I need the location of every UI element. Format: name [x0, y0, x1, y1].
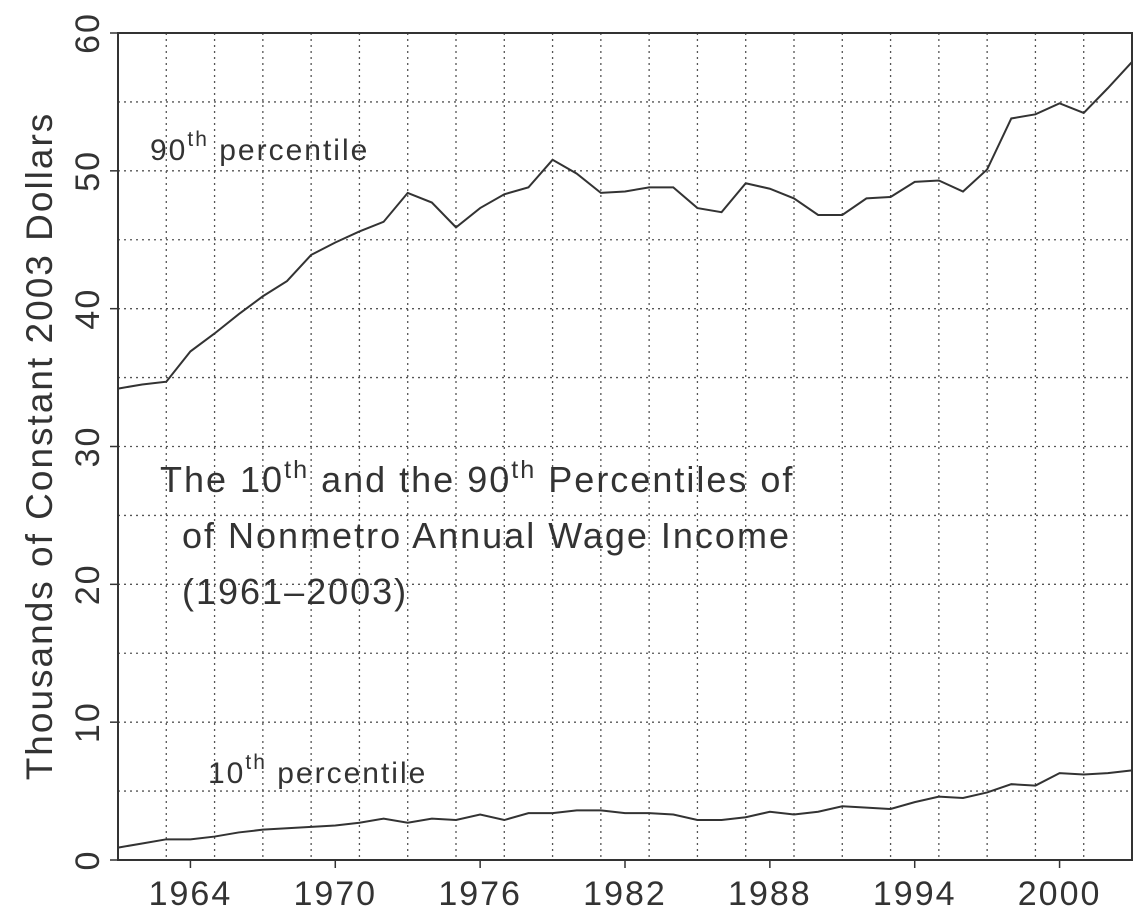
x-tick-label: 1964 [149, 875, 233, 913]
y-tick-label: 50 [69, 150, 107, 192]
line [117, 769, 1133, 849]
y-tick-label: 30 [69, 426, 107, 468]
x-tick-label: 1982 [583, 875, 667, 913]
x-tick-label: 1970 [293, 875, 377, 913]
y-tick-label: 10 [69, 701, 107, 743]
series-label: 10th percentile [208, 751, 427, 790]
chart-title: The 10th and the 90th Percentiles of [160, 456, 794, 500]
series-label-part: percentile [209, 134, 369, 167]
line [117, 61, 1133, 390]
x-tick-label: 1988 [728, 875, 812, 913]
x-tick-label: 1994 [873, 875, 957, 913]
chart-title-part: Percentiles of [536, 459, 794, 500]
chart-title-part: of Nonmetro Annual Wage Income [182, 515, 791, 556]
series-label-part: 90 [150, 134, 187, 167]
chart-title-part: th [511, 456, 536, 484]
y-axis-label: Thousands of Constant 2003 Dollars [19, 112, 60, 781]
y-tick-label: 20 [69, 563, 107, 605]
chart-title-part: th [284, 456, 309, 484]
series-label-part: 10 [208, 757, 245, 790]
plot-frame [117, 32, 1133, 861]
series-label-part: percentile [267, 757, 427, 790]
x-tick-label: 1976 [438, 875, 522, 913]
series-label: 90th percentile [150, 128, 369, 167]
series-label-part: th [245, 751, 267, 774]
x-tick-label: 2000 [1018, 875, 1102, 913]
chart-title: (1961–2003) [182, 571, 408, 612]
chart-title-part: The 10 [160, 459, 284, 500]
y-tick-label: 60 [69, 12, 107, 54]
chart-title: of Nonmetro Annual Wage Income [182, 515, 791, 556]
chart-title-part: (1961–2003) [182, 571, 408, 612]
chart-title-part: and the 90 [309, 459, 511, 500]
y-tick-label: 0 [69, 850, 107, 871]
series-label-part: th [187, 128, 209, 151]
y-tick-label: 40 [69, 288, 107, 330]
